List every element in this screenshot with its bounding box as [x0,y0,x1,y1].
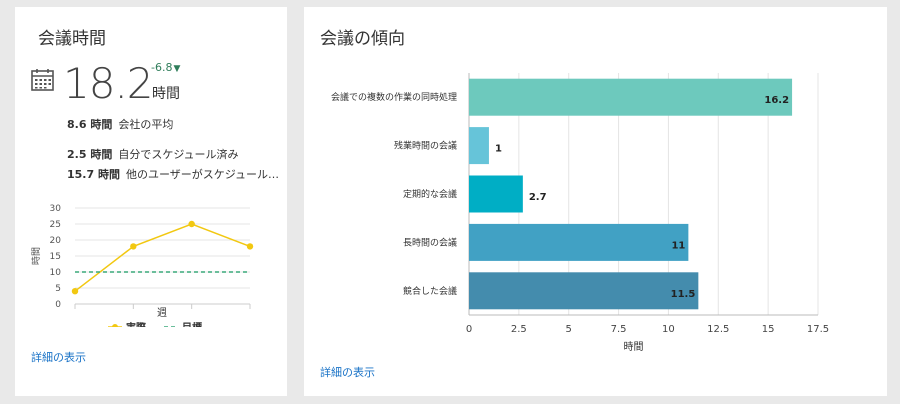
y-tick-label: 0 [55,300,61,310]
x-axis-label: 週 [157,307,167,319]
data-point[interactable] [246,243,254,250]
x-tick-label: 5 [566,324,572,335]
bar[interactable] [469,223,689,261]
stat-others-scheduled: 15.7 時間 他のユーザーがスケジュール… [67,166,279,182]
card-title: 会議の傾向 [320,29,405,49]
stat-value: 2.5 時間 [67,148,113,161]
category-label: 残業時間の会議 [394,140,457,152]
x-axis-label: 時間 [624,341,644,353]
data-point[interactable] [130,243,137,250]
x-tick-label: 10 [662,324,675,335]
legend-marker [112,324,118,327]
y-tick-label: 10 [50,268,62,278]
delta-value: -6.8 [151,61,173,74]
weekly-hours-line-chart: 0 5 10 15 20 25 30 時間週実際 目標 [31,204,254,327]
hours-delta: -6.8▼ [151,61,180,74]
card-title: 会議時間 [38,29,106,49]
x-tick-label: 17.5 [807,324,829,335]
bar[interactable] [469,78,793,116]
data-point[interactable] [188,220,195,228]
category-label: 定期的な会議 [403,188,457,200]
bar-value-label: 11 [671,240,685,251]
legend-label: 実際 [126,321,146,327]
category-label: 会議での複数の作業の同時処理 [331,91,457,103]
x-tick-label: 0 [466,324,472,335]
stat-label: 会社の平均 [118,118,174,131]
y-tick-label: 20 [50,236,62,246]
y-tick-label: 25 [50,220,61,230]
stat-label: 他のユーザーがスケジュール… [125,168,279,181]
meeting-hours-card: 会議時間 18.2 -6.8▼ 時間 8.6 時間 会社の平均 2.5 時間 自分で… [15,7,287,396]
legend-item: 目標 [164,321,202,327]
meeting-trends-bar-chart: 0 2.5 5 7.5 10 12.5 15 17.5 会議での複数の作業の同時処理 16.2 残業… [331,73,829,353]
bar-value-label: 1 [495,144,502,155]
bar[interactable] [469,272,699,310]
bar-value-label: 11.5 [671,289,696,300]
stat-value: 15.7 時間 [67,168,120,181]
stat-company-average: 8.6 時間 会社の平均 [67,116,173,132]
stat-self-scheduled: 2.5 時間 自分でスケジュール済み [67,146,239,162]
legend-label: 目標 [182,321,202,327]
x-tick-label: 2.5 [511,324,527,335]
bar[interactable] [469,175,523,213]
stat-label: 自分でスケジュール済み [118,148,239,161]
stat-value: 8.6 時間 [67,118,113,131]
bar[interactable] [469,127,489,165]
y-tick-label: 30 [50,204,62,214]
y-tick-label: 5 [55,284,61,294]
data-point[interactable] [71,288,79,295]
series-line-実際 [74,223,251,292]
y-tick-label: 15 [50,252,61,262]
x-tick-label: 7.5 [611,324,627,335]
legend-item: 実際 [108,321,146,327]
left-details-link[interactable]: 詳細の表示 [31,351,86,364]
x-tick-label: 15 [762,324,775,335]
category-label: 競合した会議 [403,285,457,297]
calendar-icon [31,69,54,91]
hours-unit: 時間 [152,86,180,102]
x-tick-label: 12.5 [707,324,729,335]
y-axis-label: 時間 [31,247,42,265]
total-hours-value: 18.2 [63,59,154,108]
meeting-trends-card: 会議の傾向 0 2.5 5 7.5 10 12.5 15 17.5 会議での複数の作業の同時処理… [304,7,887,396]
bar-value-label: 2.7 [529,192,547,203]
right-details-link[interactable]: 詳細の表示 [320,366,375,379]
down-arrow-icon: ▼ [173,64,181,74]
category-label: 長時間の会議 [403,236,457,248]
bar-value-label: 16.2 [764,95,789,106]
